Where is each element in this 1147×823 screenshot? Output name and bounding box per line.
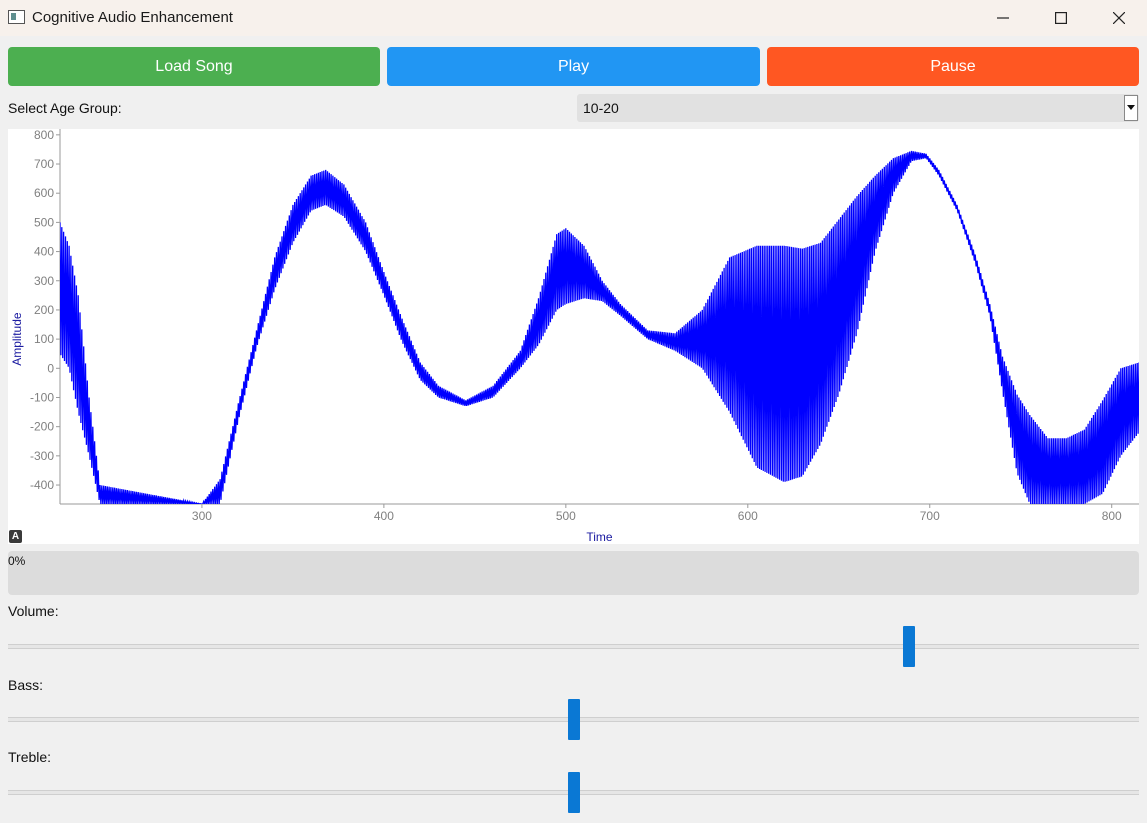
waveform-chart: 800 700 600 500 400 300 200 100 0 -100 -200 -300 -40… — [10, 129, 1139, 544]
treble-slider-handle[interactable] — [568, 772, 580, 813]
x-tick-label: 600 — [738, 509, 758, 523]
y-tick-label: 400 — [34, 245, 54, 259]
x-axis-label: Time — [586, 530, 613, 544]
progress-text: 0% — [8, 554, 26, 568]
maximize-button[interactable] — [1032, 0, 1090, 36]
volume-slider-groove — [8, 644, 1139, 649]
bass-label: Bass: — [8, 677, 44, 693]
x-tick-label: 300 — [192, 509, 212, 523]
y-tick-label: 600 — [34, 186, 54, 200]
volume-label: Volume: — [8, 603, 59, 619]
waveform-plot[interactable]: 800 700 600 500 400 300 200 100 0 -100 -200 -300 -40… — [8, 129, 1139, 544]
bass-slider-handle[interactable] — [568, 699, 580, 740]
waveform-series — [60, 150, 1139, 504]
y-tick-label: -400 — [30, 478, 54, 492]
title-bar: Cognitive Audio Enhancement — [0, 0, 1147, 36]
x-tick-label: 800 — [1102, 509, 1122, 523]
chevron-down-icon — [1127, 105, 1135, 110]
y-tick-label: 800 — [34, 129, 54, 142]
y-tick-label: 500 — [34, 215, 54, 229]
age-group-value: 10-20 — [583, 100, 619, 116]
minimize-icon — [997, 17, 1009, 19]
y-tick-label: 300 — [34, 274, 54, 288]
dropdown-arrow[interactable] — [1124, 95, 1138, 121]
play-button[interactable]: Play — [387, 47, 760, 86]
progress-bar: 0% — [8, 551, 1139, 595]
treble-slider[interactable] — [8, 772, 1139, 814]
age-group-label: Select Age Group: — [8, 100, 122, 116]
y-tick-label: 700 — [34, 157, 54, 171]
app-icon — [8, 10, 25, 24]
pause-button[interactable]: Pause — [767, 47, 1139, 86]
maximize-icon — [1055, 12, 1067, 24]
age-group-select[interactable]: 10-20 — [577, 94, 1139, 122]
y-tick-label: 0 — [47, 361, 54, 375]
minimize-button[interactable] — [974, 0, 1032, 36]
y-tick-label: -300 — [30, 449, 54, 463]
load-song-button[interactable]: Load Song — [8, 47, 380, 86]
close-icon — [1113, 12, 1125, 24]
y-tick-label: 200 — [34, 303, 54, 317]
y-tick-label: 100 — [34, 332, 54, 346]
volume-slider-handle[interactable] — [903, 626, 915, 667]
y-tick-label: -100 — [30, 390, 54, 404]
auto-range-button[interactable]: A — [9, 530, 22, 543]
window-title: Cognitive Audio Enhancement — [32, 9, 233, 26]
y-axis-label: Amplitude — [10, 312, 24, 366]
x-tick-label: 700 — [920, 509, 940, 523]
volume-slider[interactable] — [8, 626, 1139, 668]
treble-label: Treble: — [8, 749, 52, 765]
x-tick-label: 400 — [374, 509, 394, 523]
x-tick-label: 500 — [556, 509, 576, 523]
close-button[interactable] — [1090, 0, 1147, 36]
y-tick-label: -200 — [30, 420, 54, 434]
bass-slider[interactable] — [8, 699, 1139, 741]
